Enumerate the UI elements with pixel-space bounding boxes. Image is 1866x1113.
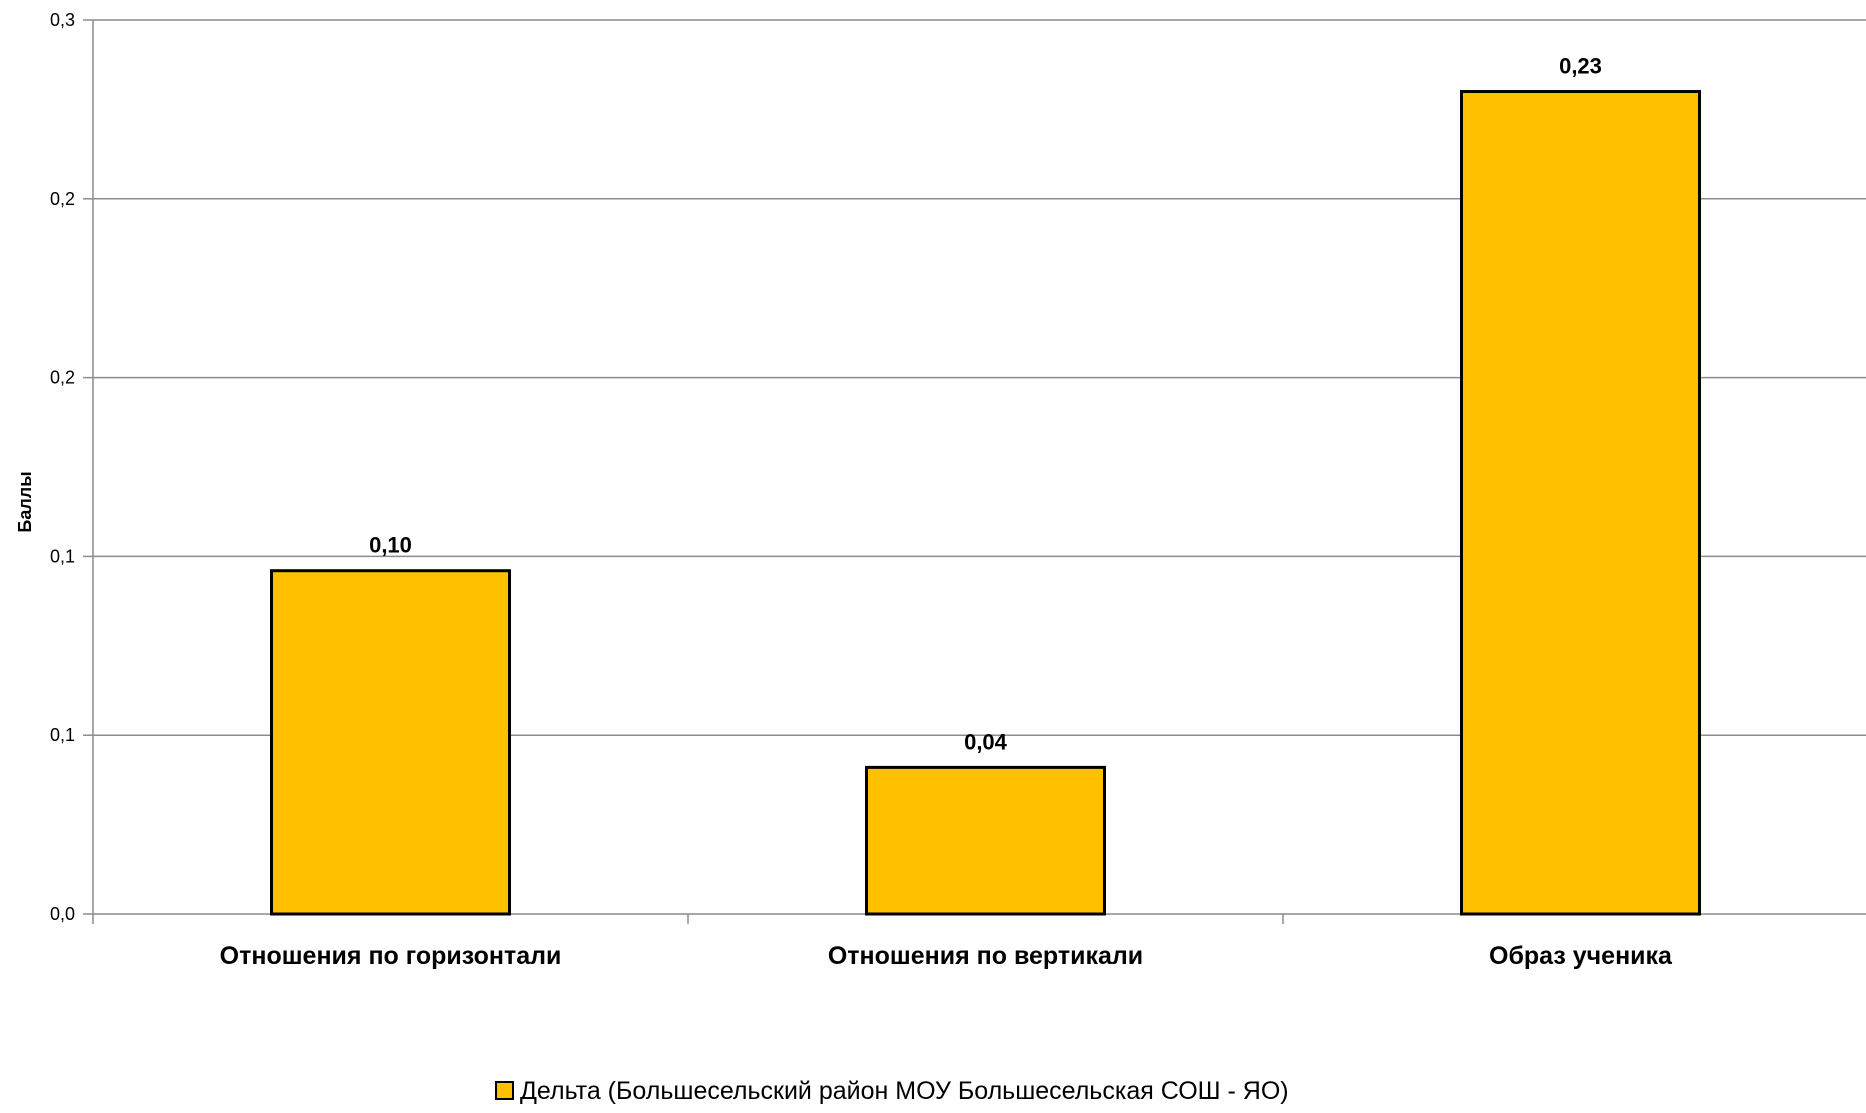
legend: Дельта (Большесельский район МОУ Большес… — [495, 1077, 1289, 1105]
data-label: 0,04 — [964, 729, 1008, 754]
labels: 0,0 0,1 0,1 0,2 0,2 0,3 0,10 Отношения по гориз… — [50, 10, 1673, 970]
x-tick-label: Образ ученика — [1489, 942, 1673, 970]
bar — [1460, 90, 1701, 916]
y-axis-title: Баллы — [15, 471, 35, 532]
data-label: 0,10 — [369, 533, 412, 558]
legend-label: Дельта (Большесельский район МОУ Большес… — [520, 1077, 1289, 1105]
y-tick-label: 0,1 — [50, 546, 75, 566]
legend-swatch — [495, 1081, 514, 1100]
y-tick-label: 0,3 — [50, 10, 75, 30]
y-tick-label: 0,1 — [50, 725, 75, 745]
x-tick-label: Отношения по вертикали — [828, 942, 1143, 970]
y-tick-label: 0,2 — [50, 368, 75, 388]
x-tick-label: Отношения по горизонтали — [220, 942, 562, 970]
y-tick-label: 0,2 — [50, 189, 75, 209]
bars — [270, 90, 1701, 916]
bar — [270, 569, 511, 916]
y-tick-label: 0,0 — [50, 904, 75, 924]
data-label: 0,23 — [1559, 54, 1602, 79]
bar — [865, 765, 1106, 916]
